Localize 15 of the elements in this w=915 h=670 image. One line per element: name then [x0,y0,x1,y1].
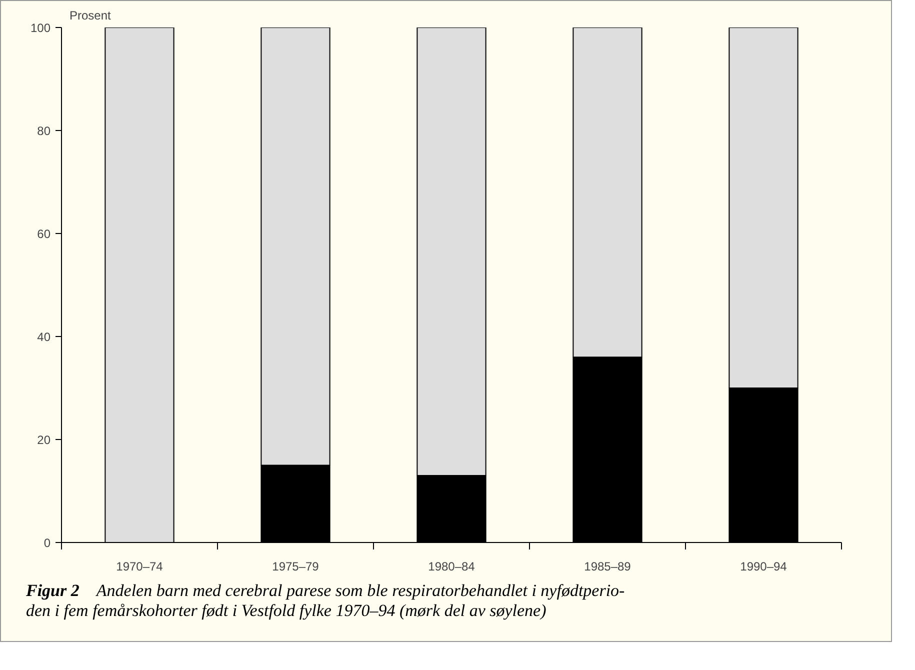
x-tick-label: 1985–89 [584,560,632,574]
y-tick-label: 60 [37,227,51,241]
y-tick-label: 20 [37,433,51,447]
text: Andelen barn med cerebral parese som ble respiratorbehandlet i nyfødtperio- [96,581,625,600]
y-tick-label: 80 [37,124,51,138]
x-tick-label: 1980–84 [428,560,476,574]
x-tick-label: 1990–94 [740,560,788,574]
x-tick-label: 1975–79 [272,560,320,574]
y-tick-label: 40 [37,330,51,344]
y-tick-label: 0 [44,536,51,550]
y-tick-label: 100 [30,21,51,35]
x-tick-label: 1970–74 [116,560,164,574]
text: den i fem femårskohorter født i Vestfold fylke 1970–94 (mørk del av søylene) [26,601,546,620]
y-axis-title: Prosent [70,8,112,22]
text: Figur 2 [26,581,80,600]
